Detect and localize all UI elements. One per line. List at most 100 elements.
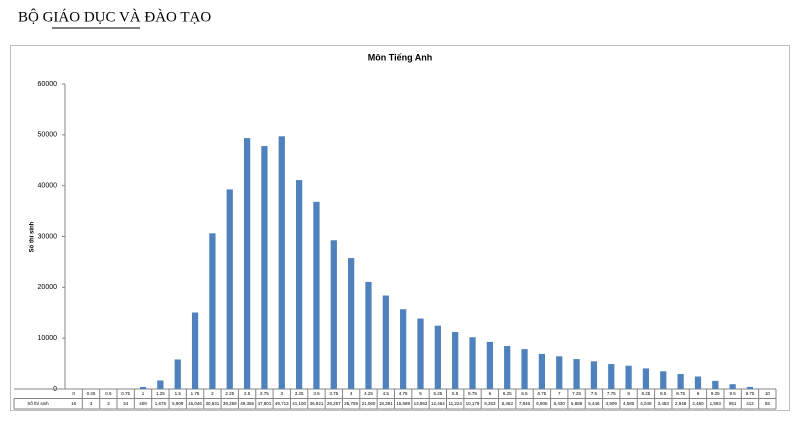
value-label: 13,863 <box>414 401 428 406</box>
x-tick-label: 0 <box>72 391 75 396</box>
x-tick-label: 2.5 <box>244 391 251 396</box>
value-label: 34 <box>123 401 129 406</box>
value-label: 951 <box>729 401 737 406</box>
bar <box>295 180 303 389</box>
value-label: 21,060 <box>362 401 376 406</box>
y-tick-label: 10000 <box>38 335 58 342</box>
x-tick-label: 9.5 <box>730 391 737 396</box>
bar <box>538 353 546 389</box>
x-tick-label: 10 <box>765 391 771 396</box>
bar <box>660 371 667 389</box>
bar <box>365 281 372 389</box>
value-label: 2,460 <box>692 401 704 406</box>
x-tick-label: 2.75 <box>260 391 269 396</box>
value-label: 2,948 <box>675 401 687 406</box>
value-label: 1,593 <box>710 401 722 406</box>
x-tick-label: 6.25 <box>503 391 512 396</box>
bar <box>348 258 355 389</box>
value-label: 5,809 <box>172 401 184 406</box>
value-label: 25,759 <box>344 401 358 406</box>
y-tick-label: 20000 <box>38 284 58 291</box>
x-tick-label: 0.5 <box>105 391 112 396</box>
x-tick-label: 4.5 <box>383 391 390 396</box>
x-tick-label: 4.25 <box>364 391 373 396</box>
x-tick-label: 5 <box>419 391 422 396</box>
bar <box>608 364 615 389</box>
bar <box>712 380 719 389</box>
chart-title: Môn Tiếng Anh <box>368 52 433 62</box>
bar <box>486 341 493 389</box>
value-label: 16 <box>71 401 77 406</box>
bar <box>243 138 251 389</box>
value-label: 15,689 <box>396 401 410 406</box>
bar <box>677 374 684 389</box>
y-tick-label: 40000 <box>38 183 58 190</box>
value-label: 41,100 <box>292 401 306 406</box>
bar <box>191 312 199 389</box>
x-tick-label: 9.75 <box>746 391 755 396</box>
bar <box>504 346 511 389</box>
x-tick-label: 2.25 <box>225 391 234 396</box>
x-tick-label: 8 <box>627 391 630 396</box>
value-label: 11,224 <box>448 401 462 406</box>
value-label: 9,263 <box>484 401 496 406</box>
value-label: 4,049 <box>640 401 652 406</box>
value-label: 409 <box>139 401 147 406</box>
x-tick-label: 6.75 <box>538 391 547 396</box>
bar <box>434 325 441 389</box>
x-tick-label: 5.5 <box>452 391 459 396</box>
bar <box>694 376 702 389</box>
bar <box>382 295 389 389</box>
value-label: 30,631 <box>206 401 220 406</box>
value-label: 47,801 <box>258 401 272 406</box>
value-label: 7,846 <box>519 401 531 406</box>
bar <box>209 233 216 389</box>
x-tick-label: 1.5 <box>175 391 182 396</box>
value-label: 412 <box>746 401 754 406</box>
x-tick-label: 6 <box>489 391 492 396</box>
x-tick-label: 4.75 <box>399 391 408 396</box>
bar <box>556 356 563 389</box>
x-tick-label: 9 <box>697 391 700 396</box>
value-label: 6,906 <box>536 401 548 406</box>
y-tick-label: 50000 <box>38 132 58 139</box>
bar <box>313 201 320 389</box>
value-label: 15,046 <box>188 401 202 406</box>
value-label: 8,453 <box>502 401 514 406</box>
x-tick-label: 5.75 <box>468 391 477 396</box>
x-tick-label: 3 <box>281 391 284 396</box>
y-tick-label: 60000 <box>38 81 58 88</box>
value-label: 1,676 <box>155 401 167 406</box>
value-label: 12,464 <box>431 401 445 406</box>
bar <box>746 386 754 389</box>
x-tick-label: 8.25 <box>642 391 651 396</box>
value-label: 36,821 <box>310 401 324 406</box>
x-tick-label: 3.75 <box>329 391 338 396</box>
x-tick-label: 1.25 <box>156 391 165 396</box>
value-label: 29,257 <box>327 401 341 406</box>
x-tick-label: 9.25 <box>711 391 720 396</box>
x-tick-label: 0.75 <box>121 391 130 396</box>
bar <box>157 380 164 389</box>
value-label: 4,580 <box>623 401 635 406</box>
value-label: 3 <box>90 401 93 406</box>
bar <box>469 337 476 389</box>
x-tick-label: 3.25 <box>295 391 304 396</box>
x-tick-label: 5.25 <box>433 391 442 396</box>
bar <box>417 318 424 389</box>
value-label: 18,391 <box>379 401 393 406</box>
value-label: 49,355 <box>240 401 254 406</box>
x-tick-label: 7.25 <box>572 391 581 396</box>
bar <box>642 368 650 389</box>
value-label: 49,713 <box>275 401 289 406</box>
x-tick-label: 8.5 <box>660 391 667 396</box>
value-label: 3 <box>107 401 110 406</box>
value-label: 3,483 <box>658 401 670 406</box>
value-label: 39,259 <box>223 401 237 406</box>
x-tick-label: 3.5 <box>313 391 320 396</box>
x-tick-label: 6.5 <box>521 391 528 396</box>
bar <box>729 384 736 389</box>
bar <box>625 365 632 389</box>
x-tick-label: 8.75 <box>676 391 685 396</box>
